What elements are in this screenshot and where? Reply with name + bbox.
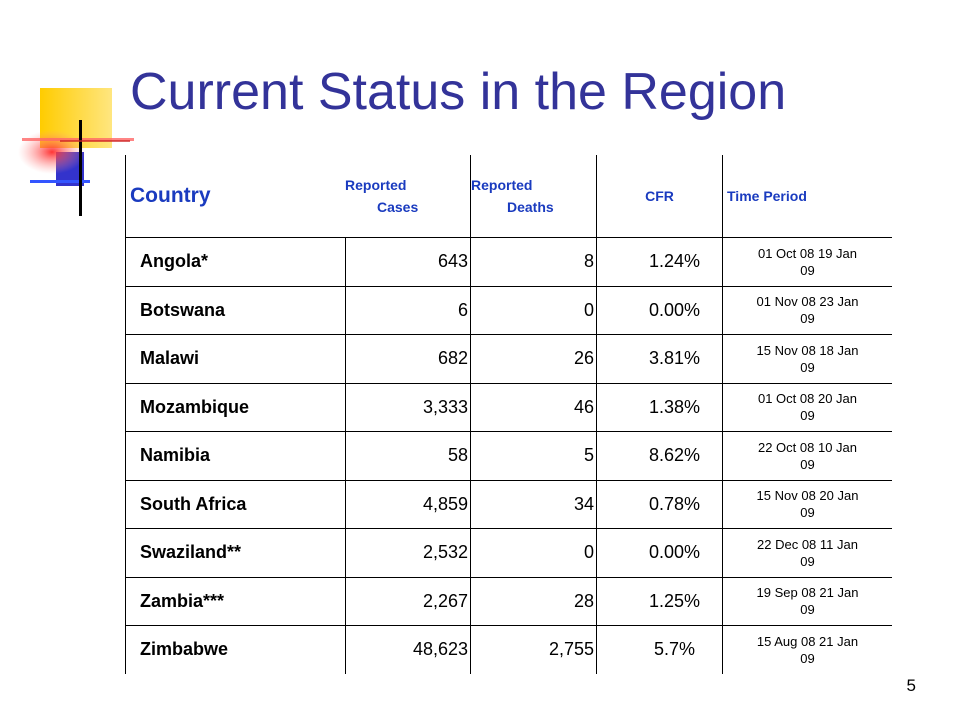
cases-cell: 4,859 <box>345 479 471 529</box>
vertical-line <box>79 120 82 216</box>
country-cell: Malawi <box>125 334 346 383</box>
cases-cell: 2,532 <box>345 528 471 577</box>
cases-cell: 682 <box>345 334 471 383</box>
period-cell: 19 Sep 08 21 Jan 09 <box>722 576 892 626</box>
country-cell: Zimbabwe <box>125 625 346 674</box>
cfr-cell: 3.81% <box>596 334 723 383</box>
cfr-cell: 1.38% <box>596 382 723 432</box>
country-cell: Swaziland** <box>125 528 346 577</box>
country-cell: Mozambique <box>125 382 346 432</box>
cfr-cell: 0.78% <box>596 479 723 529</box>
table-row: Mozambique 3,333 46 1.38% 01 Oct 08 20 J… <box>125 382 892 432</box>
period-cell: 15 Nov 08 18 Jan 09 <box>722 334 892 383</box>
corner-decoration <box>18 88 134 216</box>
country-cell: Botswana <box>125 285 346 335</box>
header-reported-cases: Reported Cases <box>345 155 471 238</box>
table-row: South Africa 4,859 34 0.78% 15 Nov 08 20… <box>125 479 892 529</box>
cases-cell: 48,623 <box>345 625 471 674</box>
cases-cell: 6 <box>345 285 471 335</box>
cases-cell: 2,267 <box>345 576 471 626</box>
header-time-period: Time Period <box>727 188 807 204</box>
period-cell: 01 Nov 08 23 Jan 09 <box>722 285 892 335</box>
deaths-cell: 0 <box>470 528 597 577</box>
page-number: 5 <box>906 676 916 695</box>
header-reported-deaths: Reported Deaths <box>470 155 597 238</box>
country-cell: Namibia <box>125 431 346 480</box>
cfr-cell: 5.7% <box>596 625 723 674</box>
cases-cell: 58 <box>345 431 471 480</box>
deaths-cell: 8 <box>470 237 597 286</box>
period-cell: 01 Oct 08 20 Jan 09 <box>722 382 892 432</box>
cases-cell: 3,333 <box>345 382 471 432</box>
cases-cell: 643 <box>345 237 471 286</box>
country-cell: Angola* <box>125 237 346 286</box>
country-cell: South Africa <box>125 479 346 529</box>
header-cfr: CFR <box>596 155 723 238</box>
deaths-cell: 0 <box>470 285 597 335</box>
table-row: Malawi 682 26 3.81% 15 Nov 08 18 Jan 09 <box>125 334 892 383</box>
period-cell: 22 Dec 08 11 Jan 09 <box>722 528 892 577</box>
cfr-cell: 1.25% <box>596 576 723 626</box>
deaths-cell: 5 <box>470 431 597 480</box>
deaths-cell: 28 <box>470 576 597 626</box>
table-row: Botswana 6 0 0.00% 01 Nov 08 23 Jan 09 <box>125 285 892 335</box>
header-country: Country <box>125 155 345 238</box>
status-table: Country Reported Cases Reported Deaths C… <box>125 155 892 674</box>
slide-title: Current Status in the Region <box>130 63 787 121</box>
cfr-cell: 0.00% <box>596 285 723 335</box>
period-cell: 15 Nov 08 20 Jan 09 <box>722 479 892 529</box>
table-row: Swaziland** 2,532 0 0.00% 22 Dec 08 11 J… <box>125 528 892 577</box>
deaths-cell: 2,755 <box>470 625 597 674</box>
table-row: Zimbabwe 48,623 2,755 5.7% 15 Aug 08 21 … <box>125 625 892 674</box>
deaths-cell: 46 <box>470 382 597 432</box>
cfr-cell: 1.24% <box>596 237 723 286</box>
country-cell: Zambia*** <box>125 576 346 626</box>
cfr-cell: 8.62% <box>596 431 723 480</box>
table-row: Angola* 643 8 1.24% 01 Oct 08 19 Jan 09 <box>125 237 892 286</box>
table-header-row: Country Reported Cases Reported Deaths C… <box>125 155 893 238</box>
cfr-cell: 0.00% <box>596 528 723 577</box>
period-cell: 22 Oct 08 10 Jan 09 <box>722 431 892 480</box>
period-cell: 15 Aug 08 21 Jan 09 <box>722 625 892 674</box>
deaths-cell: 34 <box>470 479 597 529</box>
deaths-cell: 26 <box>470 334 597 383</box>
period-cell: 01 Oct 08 19 Jan 09 <box>722 237 892 286</box>
table-row: Namibia 58 5 8.62% 22 Oct 08 10 Jan 09 <box>125 431 892 480</box>
red-glow <box>18 130 86 174</box>
table-row: Zambia*** 2,267 28 1.25% 19 Sep 08 21 Ja… <box>125 576 892 626</box>
